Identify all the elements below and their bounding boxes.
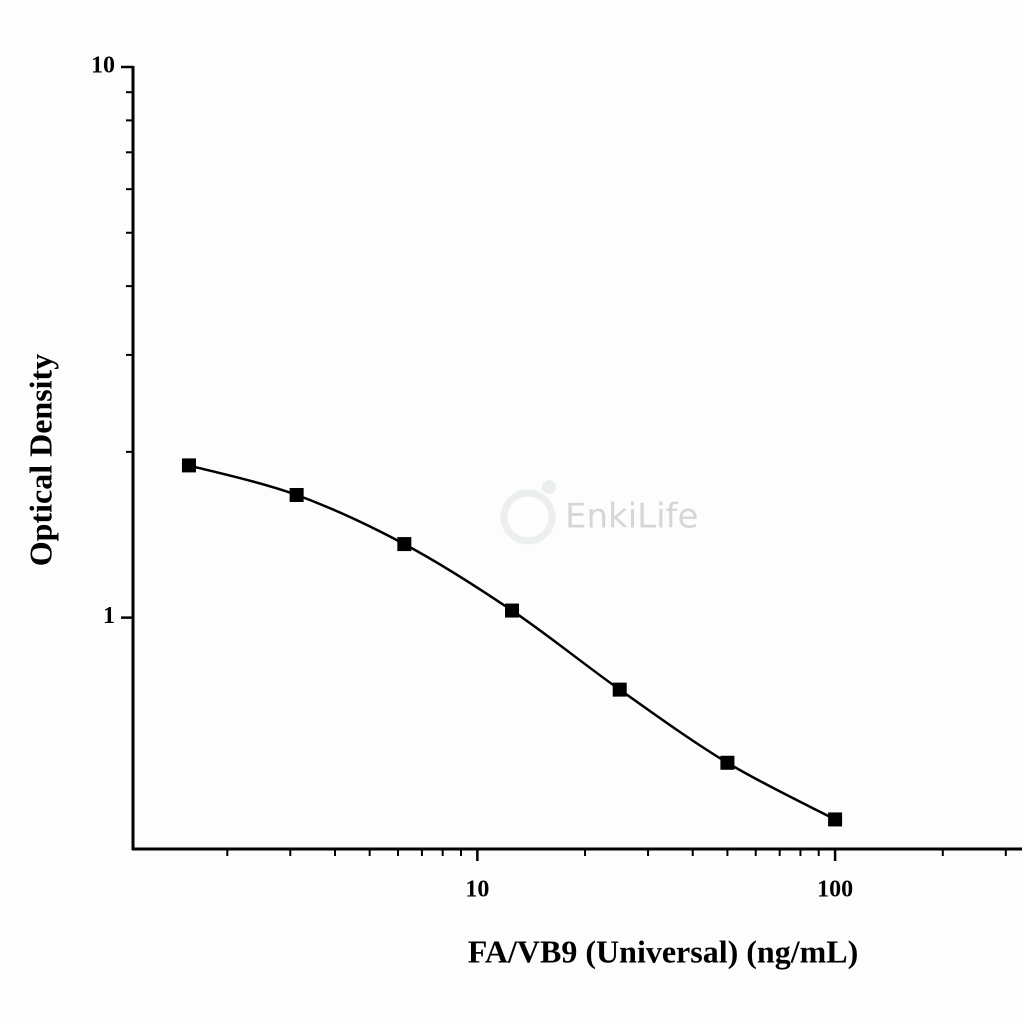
y-axis-title: Optical Density [22,354,58,566]
point [612,682,627,697]
point [720,755,735,770]
point [505,603,520,618]
watermark: EnkiLife [565,497,698,537]
point [289,487,304,502]
y-tick-label: 10 [91,53,115,79]
point [397,537,412,552]
point [181,458,196,473]
watermark-logo [500,480,556,545]
point [828,812,843,827]
x-axis-title: FA/VB9 (Universal) (ng/mL) [468,933,858,969]
x-tick-label: 100 [817,877,853,903]
y-tick-label: 1 [103,603,115,629]
x-tick-label: 10 [465,877,489,903]
